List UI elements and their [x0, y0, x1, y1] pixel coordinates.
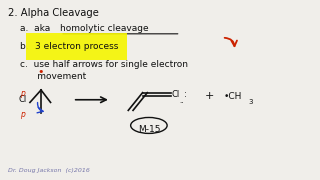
Text: •: • — [38, 67, 44, 77]
Text: p: p — [20, 89, 25, 98]
Text: 3 electron process: 3 electron process — [35, 42, 118, 51]
Text: a.  aka: a. aka — [20, 24, 53, 33]
Text: Cl: Cl — [171, 91, 179, 100]
Text: •CH: •CH — [223, 92, 242, 101]
Text: +: + — [204, 91, 214, 101]
Text: Dr. Doug Jackson  (c)2016: Dr. Doug Jackson (c)2016 — [8, 168, 90, 173]
Text: c.  use half arrows for single electron
      movement: c. use half arrows for single electron m… — [20, 60, 188, 81]
Text: ..: .. — [21, 91, 25, 97]
Text: p: p — [20, 110, 25, 119]
Text: ..: .. — [179, 98, 184, 104]
Text: 3: 3 — [248, 99, 253, 105]
Text: :: : — [184, 91, 187, 100]
Text: M-15: M-15 — [138, 125, 160, 134]
Text: Cl: Cl — [19, 95, 27, 104]
Text: homolytic cleavage: homolytic cleavage — [60, 24, 149, 33]
Text: 2. Alpha Cleavage: 2. Alpha Cleavage — [8, 8, 99, 19]
Text: b.: b. — [20, 42, 32, 51]
